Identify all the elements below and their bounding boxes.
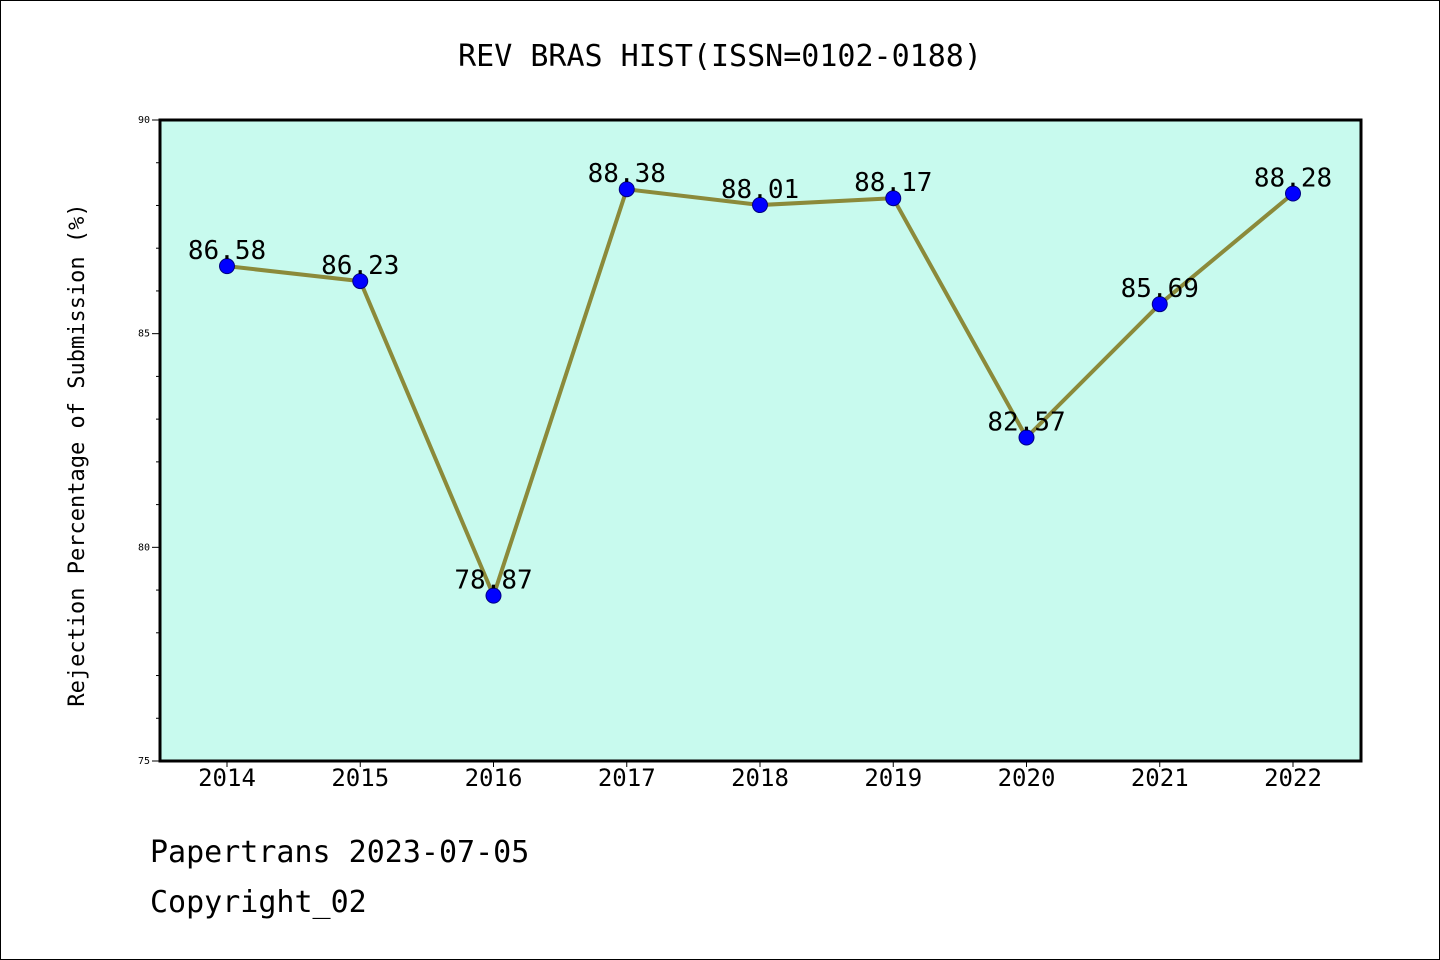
data-point: [352, 273, 369, 290]
x-tick-label: 2015: [331, 764, 389, 792]
x-axis-ticks: 2014 2015 2016 2017 2018 2019 2020 2021 2022: [198, 761, 1322, 792]
data-point: [752, 197, 768, 214]
data-point: [1151, 296, 1168, 313]
data-label: 88.28: [1254, 164, 1332, 194]
data-label: 86.23: [321, 251, 399, 281]
data-point: [1285, 185, 1301, 202]
x-tick-label: 2021: [1131, 764, 1189, 792]
x-tick-label: 2020: [998, 764, 1056, 792]
x-tick-label: 2017: [598, 764, 656, 792]
footer-date: Papertrans 2023-07-05: [150, 835, 530, 870]
footer-copyright: Copyright_02: [150, 885, 367, 920]
x-tick-label: 2018: [731, 764, 789, 792]
y-tick-label: 80: [138, 542, 150, 553]
data-label: 85.69: [1121, 274, 1199, 304]
x-tick-label: 2016: [465, 764, 523, 792]
y-tick-label: 75: [138, 756, 150, 767]
plot-area: [158, 118, 1363, 763]
x-tick-label: 2022: [1264, 764, 1322, 792]
data-label: 88.17: [854, 168, 932, 198]
data-label: 82.57: [987, 408, 1065, 438]
y-tick-label: 85: [138, 329, 150, 340]
y-axis-label: Rejection Percentage of Submission (%): [65, 203, 90, 706]
data-point: [885, 190, 902, 207]
chart-title: REV BRAS HIST(ISSN=0102-0188): [458, 39, 982, 74]
data-series: 86.58 86.23 78.87 88.38 88.01 88.17 82.57 85.69…: [188, 159, 1332, 604]
data-label: 88.01: [721, 175, 799, 205]
x-tick-label: 2014: [198, 764, 256, 792]
data-label: 88.38: [588, 159, 666, 189]
data-label: 86.58: [188, 236, 266, 266]
data-point: [1018, 429, 1035, 446]
y-axis-ticks: 75 80 85 90: [138, 115, 160, 767]
data-point: [485, 587, 502, 604]
data-label: 78.87: [454, 566, 532, 596]
y-tick-label: 90: [138, 115, 150, 126]
data-point: [219, 258, 235, 275]
x-tick-label: 2019: [864, 764, 922, 792]
data-point: [618, 181, 635, 198]
